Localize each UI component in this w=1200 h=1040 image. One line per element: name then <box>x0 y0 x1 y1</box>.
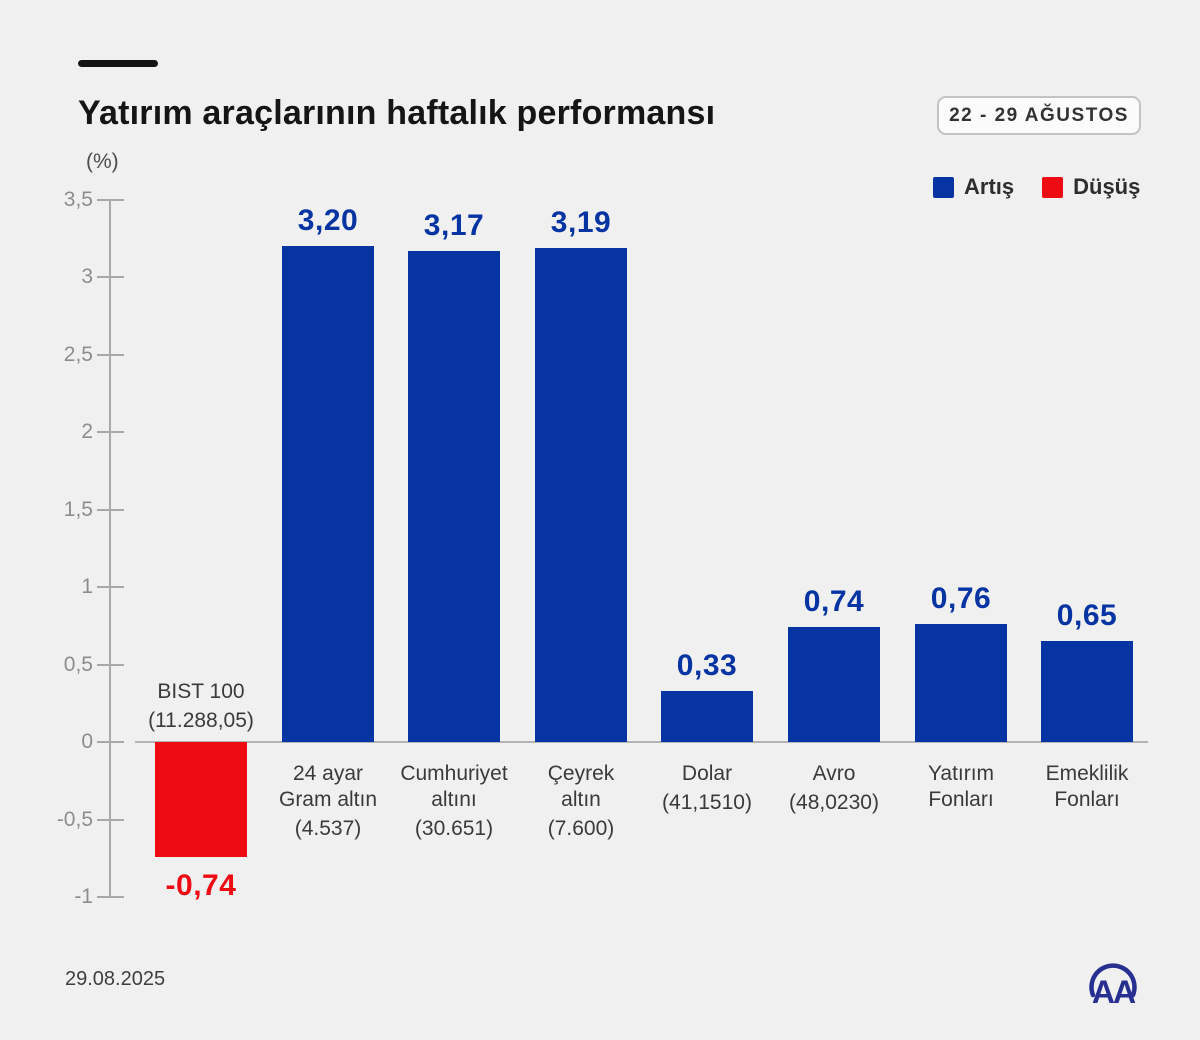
bar-category-line: Yatırım <box>927 762 995 785</box>
bar-category-detail: (4.537) <box>294 817 362 840</box>
date-range-badge: 22 - 29 AĞUSTOS <box>937 96 1141 135</box>
bar-category-line: Dolar <box>681 762 733 785</box>
y-axis-tick <box>97 663 124 666</box>
bar-category-line: BIST 100 <box>157 680 245 703</box>
y-axis-tick-label: 0 <box>81 730 93 753</box>
bar-value-label: 3,20 <box>297 204 359 237</box>
bar-value-label: -0,74 <box>165 869 237 902</box>
aa-agency-logo: AA <box>1089 963 1138 1010</box>
bar-category-detail: (11.288,05) <box>148 709 254 732</box>
bar-value-label: 0,76 <box>930 582 992 615</box>
bar-category-line: Cumhuriyet <box>400 762 508 785</box>
bar-category-detail: (48,0230) <box>789 791 879 814</box>
y-axis-tick <box>97 896 124 898</box>
bar-category-detail: (41,1510) <box>662 791 752 814</box>
bar-category-line: Fonları <box>1054 788 1120 811</box>
bar-category-label: BIST 100 (11.288,05) <box>116 679 286 734</box>
y-axis-tick-label: -1 <box>74 885 93 908</box>
y-axis-tick <box>97 586 124 588</box>
y-axis-tick <box>97 818 124 821</box>
legend-item-decrease: Düşüş <box>1042 174 1140 200</box>
bar-value-label: 0,65 <box>1056 599 1118 632</box>
bar-value-label: 0,33 <box>676 649 738 682</box>
bar-value-label: 3,19 <box>550 206 612 239</box>
y-axis-tick <box>97 741 124 743</box>
decrease-color-swatch-icon <box>1042 176 1064 198</box>
bar-category-label: Dolar (41,1510) <box>622 761 792 816</box>
bar-category-label: Çeyrek altın (7.600) <box>496 761 666 842</box>
bar-category-line: 24 ayar <box>292 762 364 785</box>
bar-value-label: 3,17 <box>423 209 485 242</box>
y-axis-tick <box>97 431 124 433</box>
bar <box>282 246 374 742</box>
bar <box>661 691 753 742</box>
bar-category-line: altını <box>431 788 477 811</box>
bar-category-line: altın <box>561 788 601 811</box>
bar-category-line: Fonları <box>928 788 994 811</box>
legend-increase-label: Artış <box>964 174 1015 199</box>
legend-item-increase: Artış <box>933 174 1014 200</box>
bar <box>788 627 880 742</box>
bar-category-line: Çeyrek <box>547 762 615 785</box>
bar-category-line: Avro <box>812 762 856 785</box>
y-axis-tick <box>97 508 124 511</box>
page-title: Yatırım araçlarının haftalık performansı <box>78 94 716 132</box>
bar-category-detail: (30.651) <box>414 817 494 840</box>
date-range-text: 22 - 29 AĞUSTOS <box>949 104 1129 126</box>
y-axis-unit-label: (%) <box>86 150 119 173</box>
footer-date: 29.08.2025 <box>65 968 166 990</box>
chart-legend: Artış Düşüş <box>933 174 1140 200</box>
bar <box>915 624 1007 742</box>
y-axis-tick-label: 1,5 <box>63 497 93 521</box>
bar <box>1041 641 1133 742</box>
bar <box>408 251 500 742</box>
bar <box>155 742 247 857</box>
y-axis-tick <box>97 198 124 201</box>
y-axis-line <box>109 199 111 897</box>
bar-category-line: Emeklilik <box>1045 762 1129 785</box>
svg-text:AA: AA <box>1092 974 1136 1010</box>
y-axis-tick <box>97 276 124 278</box>
bar-category-label: Yatırım Fonları <box>876 761 1046 813</box>
increase-color-swatch-icon <box>933 176 954 198</box>
y-axis-tick-label: 3 <box>81 265 93 288</box>
bar <box>535 248 627 742</box>
legend-decrease-label: Düşüş <box>1073 174 1141 199</box>
y-axis-tick-label: 2 <box>81 420 93 443</box>
y-axis-tick <box>97 353 124 356</box>
bar-category-label: Emeklilik Fonları <box>1002 761 1172 813</box>
bar-category-label: 24 ayar Gram altın (4.537) <box>243 761 413 842</box>
bar-value-label: 0,74 <box>803 585 865 618</box>
bar-category-line: Gram altın <box>278 788 378 811</box>
y-axis-tick-label: 1 <box>81 575 93 598</box>
y-axis-tick-label: -0,5 <box>56 807 93 831</box>
bar-category-label: Avro (48,0230) <box>749 761 919 816</box>
y-axis-tick-label: 3,5 <box>63 187 93 211</box>
y-axis-tick-label: 0,5 <box>63 652 93 676</box>
y-axis-tick-label: 2,5 <box>63 342 93 366</box>
zero-baseline <box>135 741 1148 743</box>
bar-category-label: Cumhuriyet altını (30.651) <box>369 761 539 842</box>
bar-category-detail: (7.600) <box>547 817 615 840</box>
title-accent-line <box>78 60 158 67</box>
